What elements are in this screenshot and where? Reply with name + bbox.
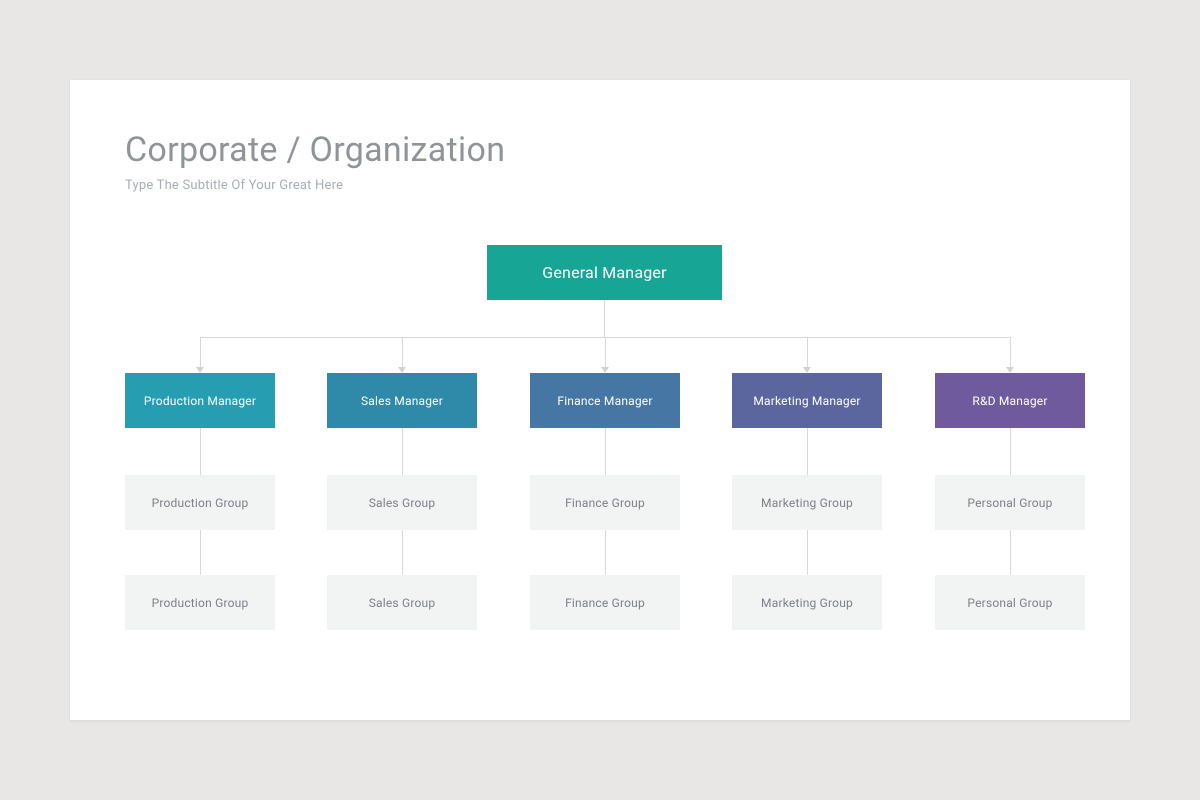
connector-drop-4 [1010, 337, 1011, 367]
connector-drop-2 [605, 337, 606, 367]
connector-mg-4 [1010, 428, 1011, 475]
connector-mg-1 [402, 428, 403, 475]
group-node: Production Group [125, 575, 275, 630]
connector-drop-3 [807, 337, 808, 367]
manager-node: Sales Manager [327, 373, 477, 428]
group-node: Finance Group [530, 475, 680, 530]
manager-node: Production Manager [125, 373, 275, 428]
connector-gg-0 [200, 530, 201, 575]
group-node: Personal Group [935, 575, 1085, 630]
connector-gg-3 [807, 530, 808, 575]
manager-node: R&D Manager [935, 373, 1085, 428]
org-chart: General Manager Production Manager Product… [125, 245, 1085, 675]
slide-subtitle: Type The Subtitle Of Your Great Here [125, 178, 1085, 193]
manager-node: Finance Manager [530, 373, 680, 428]
group-node: Personal Group [935, 475, 1085, 530]
group-node: Sales Group [327, 575, 477, 630]
group-node: Production Group [125, 475, 275, 530]
top-node: General Manager [487, 245, 722, 300]
manager-node: Marketing Manager [732, 373, 882, 428]
group-node: Marketing Group [732, 575, 882, 630]
connector-mg-3 [807, 428, 808, 475]
connector-top-drop [604, 300, 605, 337]
slide: Corporate / Organization Type The Subtit… [70, 80, 1130, 720]
connector-gg-4 [1010, 530, 1011, 575]
group-node: Finance Group [530, 575, 680, 630]
group-node: Sales Group [327, 475, 477, 530]
group-node: Marketing Group [732, 475, 882, 530]
connector-gg-2 [605, 530, 606, 575]
connector-mg-0 [200, 428, 201, 475]
connector-gg-1 [402, 530, 403, 575]
slide-title: Corporate / Organization [125, 130, 1085, 170]
connector-drop-0 [200, 337, 201, 367]
connector-mg-2 [605, 428, 606, 475]
connector-drop-1 [402, 337, 403, 367]
